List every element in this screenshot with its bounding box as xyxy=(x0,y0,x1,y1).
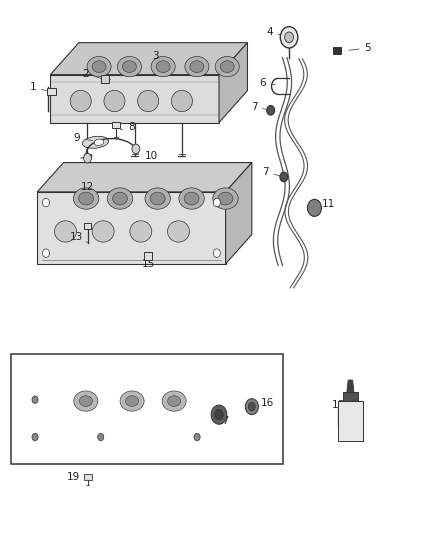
Circle shape xyxy=(213,249,220,257)
Bar xyxy=(144,252,152,260)
Polygon shape xyxy=(50,43,247,75)
Bar xyxy=(333,47,341,54)
Text: 1: 1 xyxy=(29,83,49,92)
Text: 17: 17 xyxy=(217,416,230,426)
Ellipse shape xyxy=(215,56,239,77)
Ellipse shape xyxy=(168,221,189,242)
Text: 5: 5 xyxy=(349,43,371,53)
Bar xyxy=(47,88,56,95)
Polygon shape xyxy=(37,163,252,192)
Circle shape xyxy=(98,433,104,441)
Text: 2: 2 xyxy=(82,69,102,78)
Circle shape xyxy=(213,198,220,207)
Text: 15: 15 xyxy=(141,256,155,269)
Circle shape xyxy=(285,32,293,43)
Ellipse shape xyxy=(74,391,98,411)
Bar xyxy=(84,223,91,229)
Ellipse shape xyxy=(79,192,94,205)
Bar xyxy=(11,354,283,464)
Circle shape xyxy=(42,198,49,207)
Circle shape xyxy=(267,106,275,115)
Bar xyxy=(101,75,110,83)
Polygon shape xyxy=(26,370,254,389)
Polygon shape xyxy=(50,75,219,123)
Ellipse shape xyxy=(218,192,233,205)
Text: 10: 10 xyxy=(138,151,158,160)
Ellipse shape xyxy=(55,221,77,242)
Ellipse shape xyxy=(120,391,144,411)
Ellipse shape xyxy=(168,395,181,406)
Text: 6: 6 xyxy=(259,78,276,87)
Ellipse shape xyxy=(104,90,125,112)
Ellipse shape xyxy=(185,56,209,77)
Circle shape xyxy=(194,433,200,441)
Ellipse shape xyxy=(138,90,159,112)
Text: 3: 3 xyxy=(152,51,164,63)
Circle shape xyxy=(307,199,321,216)
Circle shape xyxy=(132,144,140,154)
Text: 18: 18 xyxy=(332,400,350,410)
Ellipse shape xyxy=(171,90,192,112)
Text: 19: 19 xyxy=(67,472,88,482)
Bar xyxy=(343,392,358,401)
Ellipse shape xyxy=(123,61,137,72)
Polygon shape xyxy=(347,380,354,392)
Ellipse shape xyxy=(92,61,106,72)
Text: 8: 8 xyxy=(120,122,135,132)
Ellipse shape xyxy=(130,221,152,242)
Text: 4: 4 xyxy=(266,27,286,37)
Ellipse shape xyxy=(190,61,204,72)
Ellipse shape xyxy=(82,136,109,148)
Text: 9: 9 xyxy=(73,133,93,142)
Ellipse shape xyxy=(107,188,133,209)
Polygon shape xyxy=(338,401,363,441)
Polygon shape xyxy=(219,43,247,123)
Circle shape xyxy=(32,433,38,441)
Text: 16: 16 xyxy=(254,399,274,408)
Polygon shape xyxy=(226,163,252,264)
Circle shape xyxy=(245,399,258,415)
Text: 12: 12 xyxy=(81,182,102,193)
Circle shape xyxy=(280,27,298,48)
Circle shape xyxy=(215,409,223,420)
Ellipse shape xyxy=(70,90,91,112)
Ellipse shape xyxy=(162,391,186,411)
Circle shape xyxy=(248,402,255,411)
Ellipse shape xyxy=(220,61,234,72)
Ellipse shape xyxy=(213,188,238,209)
Ellipse shape xyxy=(87,56,111,77)
Circle shape xyxy=(211,405,227,424)
Ellipse shape xyxy=(145,188,170,209)
Circle shape xyxy=(280,172,288,182)
Ellipse shape xyxy=(113,192,127,205)
Ellipse shape xyxy=(184,192,199,205)
Text: 7: 7 xyxy=(251,102,268,111)
Polygon shape xyxy=(26,389,237,450)
Polygon shape xyxy=(37,192,226,264)
Ellipse shape xyxy=(179,188,204,209)
Circle shape xyxy=(42,249,49,257)
Ellipse shape xyxy=(126,395,139,406)
Ellipse shape xyxy=(150,192,165,205)
Ellipse shape xyxy=(94,139,104,146)
Text: 7: 7 xyxy=(261,167,281,176)
Circle shape xyxy=(84,154,92,163)
Ellipse shape xyxy=(156,61,170,72)
Polygon shape xyxy=(237,370,254,450)
Text: 11: 11 xyxy=(314,199,335,208)
Bar xyxy=(112,122,120,128)
Text: 13: 13 xyxy=(70,232,88,243)
Bar xyxy=(84,474,92,480)
Ellipse shape xyxy=(79,395,92,406)
Ellipse shape xyxy=(74,188,99,209)
Ellipse shape xyxy=(117,56,141,77)
Ellipse shape xyxy=(151,56,175,77)
Circle shape xyxy=(32,396,38,403)
Ellipse shape xyxy=(92,221,114,242)
